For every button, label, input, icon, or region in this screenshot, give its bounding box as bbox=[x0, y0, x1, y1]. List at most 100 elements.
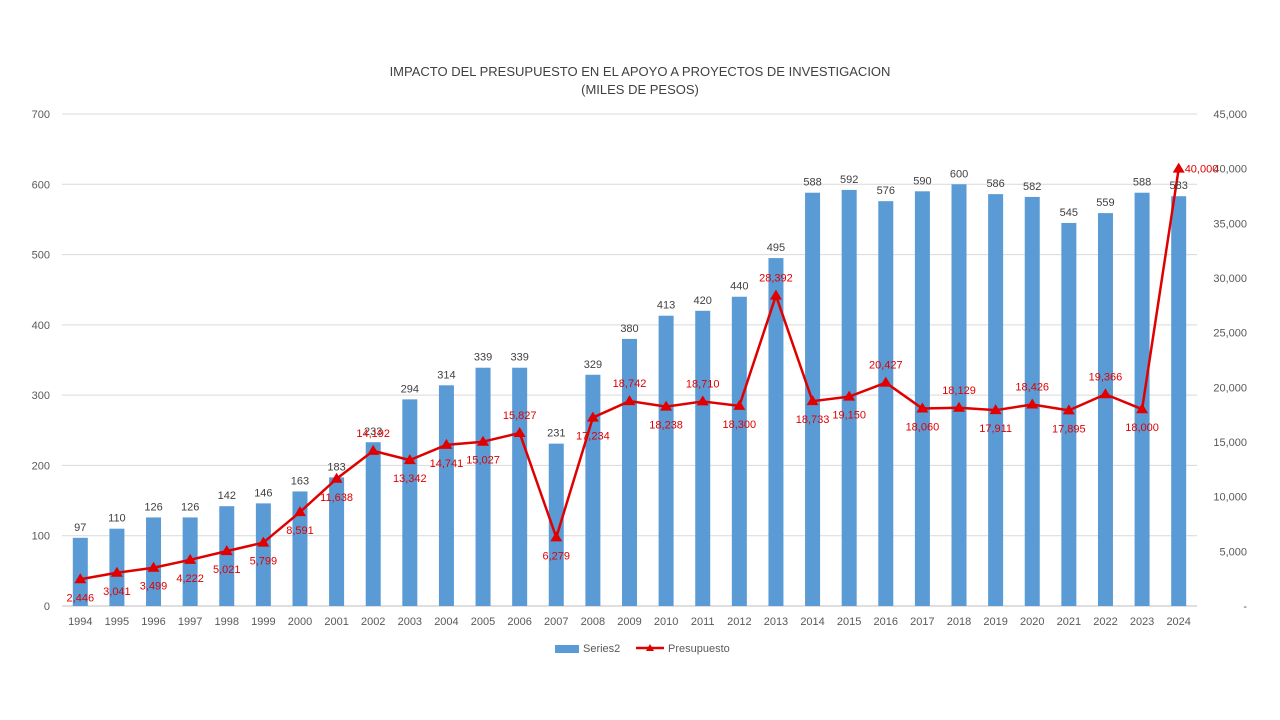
bar bbox=[622, 338, 637, 606]
x-tick-label: 2005 bbox=[471, 616, 495, 628]
line-marker bbox=[769, 289, 782, 300]
x-tick-label: 2008 bbox=[581, 616, 605, 628]
y2-tick-label: - bbox=[1243, 601, 1247, 613]
y2-tick-label: 45,000 bbox=[1213, 109, 1247, 121]
bar bbox=[1097, 213, 1113, 607]
x-tick-label: 2019 bbox=[983, 616, 1007, 628]
line-value-label: 18,710 bbox=[686, 378, 720, 390]
bar-value-label: 183 bbox=[327, 461, 345, 473]
line-value-label: 18,742 bbox=[613, 378, 647, 390]
bar-value-label: 339 bbox=[474, 352, 492, 364]
line-marker bbox=[1026, 398, 1039, 409]
line-value-label: 5,799 bbox=[250, 556, 278, 568]
bar-value-label: 590 bbox=[913, 175, 931, 187]
line-marker bbox=[220, 545, 233, 556]
line-marker bbox=[1099, 388, 1112, 399]
legend-label-presupuesto: Presupuesto bbox=[668, 643, 730, 655]
line-value-label: 15,827 bbox=[503, 410, 537, 422]
bar-value-label: 420 bbox=[694, 295, 712, 307]
bar-value-label: 586 bbox=[986, 178, 1004, 190]
line-marker bbox=[586, 411, 599, 422]
bar-value-label: 142 bbox=[218, 490, 236, 502]
bar-value-label: 588 bbox=[803, 177, 821, 189]
bar bbox=[1061, 222, 1077, 606]
line-value-label: 5,021 bbox=[213, 564, 241, 576]
y2-tick-label: 5,000 bbox=[1219, 546, 1247, 558]
line-marker bbox=[806, 395, 819, 406]
line-marker bbox=[843, 390, 856, 401]
x-tick-label: 1994 bbox=[68, 616, 92, 628]
bar-value-label: 592 bbox=[840, 174, 858, 186]
line-marker bbox=[1136, 403, 1149, 414]
bar bbox=[695, 310, 711, 606]
line-value-label: 18,238 bbox=[649, 420, 683, 432]
left-y-axis: 0 100 200 300 400 500 600 700 bbox=[32, 109, 50, 613]
bar-value-label: 329 bbox=[584, 359, 602, 371]
line-marker bbox=[623, 395, 636, 406]
x-tick-label: 1998 bbox=[215, 616, 239, 628]
line-value-label: 11,638 bbox=[320, 492, 353, 504]
line-value-label: 18,000 bbox=[1125, 422, 1159, 434]
x-tick-label: 2004 bbox=[434, 616, 458, 628]
bar bbox=[292, 491, 308, 606]
line-value-label: 19,366 bbox=[1089, 371, 1123, 383]
y-tick-label: 500 bbox=[32, 250, 50, 262]
y2-tick-label: 25,000 bbox=[1213, 328, 1247, 340]
bar bbox=[438, 385, 454, 606]
bar-value-label: 110 bbox=[108, 513, 126, 525]
legend-label-series2: Series2 bbox=[583, 643, 620, 655]
bar bbox=[146, 517, 162, 606]
y-tick-label: 200 bbox=[32, 460, 50, 472]
bar-value-label: 233 bbox=[364, 426, 382, 438]
line-value-label: 17,911 bbox=[979, 423, 1012, 435]
right-y-axis: - 5,000 10,000 15,000 20,000 25,000 30,000 35,0… bbox=[1213, 109, 1247, 613]
line-value-label: 15,027 bbox=[466, 455, 500, 467]
x-tick-label: 1997 bbox=[178, 616, 202, 628]
line-marker bbox=[696, 395, 709, 406]
bar-value-label: 588 bbox=[1133, 177, 1151, 189]
legend-swatch-presupuesto-marker bbox=[646, 644, 654, 651]
x-tick-label: 2013 bbox=[764, 616, 788, 628]
line-value-label: 18,426 bbox=[1015, 382, 1049, 394]
line-series bbox=[74, 162, 1185, 584]
line-marker bbox=[184, 553, 197, 564]
line-value-label: 18,300 bbox=[723, 419, 757, 431]
x-tick-label: 2015 bbox=[837, 616, 861, 628]
bar-series bbox=[72, 184, 1187, 607]
x-tick-label: 2000 bbox=[288, 616, 312, 628]
bar-value-label: 413 bbox=[657, 300, 675, 312]
x-tick-label: 2001 bbox=[324, 616, 348, 628]
bar-value-label: 583 bbox=[1170, 180, 1188, 192]
x-tick-label: 2007 bbox=[544, 616, 568, 628]
y2-tick-label: 35,000 bbox=[1213, 218, 1247, 230]
line-value-label: 6,279 bbox=[543, 550, 571, 562]
bar-value-label: 126 bbox=[144, 501, 162, 513]
bar-value-label: 97 bbox=[74, 522, 86, 534]
y2-tick-label: 20,000 bbox=[1213, 382, 1247, 394]
bar-value-label: 600 bbox=[950, 168, 968, 180]
x-tick-label: 1996 bbox=[141, 616, 165, 628]
x-tick-label: 2022 bbox=[1093, 616, 1117, 628]
bar bbox=[548, 443, 564, 606]
bar-value-label: 146 bbox=[254, 487, 272, 499]
bar bbox=[329, 477, 345, 606]
x-tick-label: 2016 bbox=[874, 616, 898, 628]
bar bbox=[365, 442, 381, 606]
x-tick-label: 2012 bbox=[727, 616, 751, 628]
line-value-label: 18,129 bbox=[942, 385, 976, 397]
bar-value-label: 380 bbox=[620, 323, 638, 335]
x-tick-label: 2018 bbox=[947, 616, 971, 628]
y-tick-label: 100 bbox=[32, 531, 50, 543]
line-marker bbox=[660, 400, 673, 411]
bar-value-label: 576 bbox=[877, 185, 895, 197]
line-value-label: 17,895 bbox=[1052, 423, 1086, 435]
x-tick-label: 2003 bbox=[398, 616, 422, 628]
line-marker bbox=[733, 399, 746, 410]
bar bbox=[512, 367, 528, 606]
line-value-label: 4,222 bbox=[176, 573, 204, 585]
y2-tick-label: 40,000 bbox=[1213, 164, 1247, 176]
y2-tick-label: 10,000 bbox=[1213, 492, 1247, 504]
line-value-label: 20,427 bbox=[869, 360, 903, 372]
